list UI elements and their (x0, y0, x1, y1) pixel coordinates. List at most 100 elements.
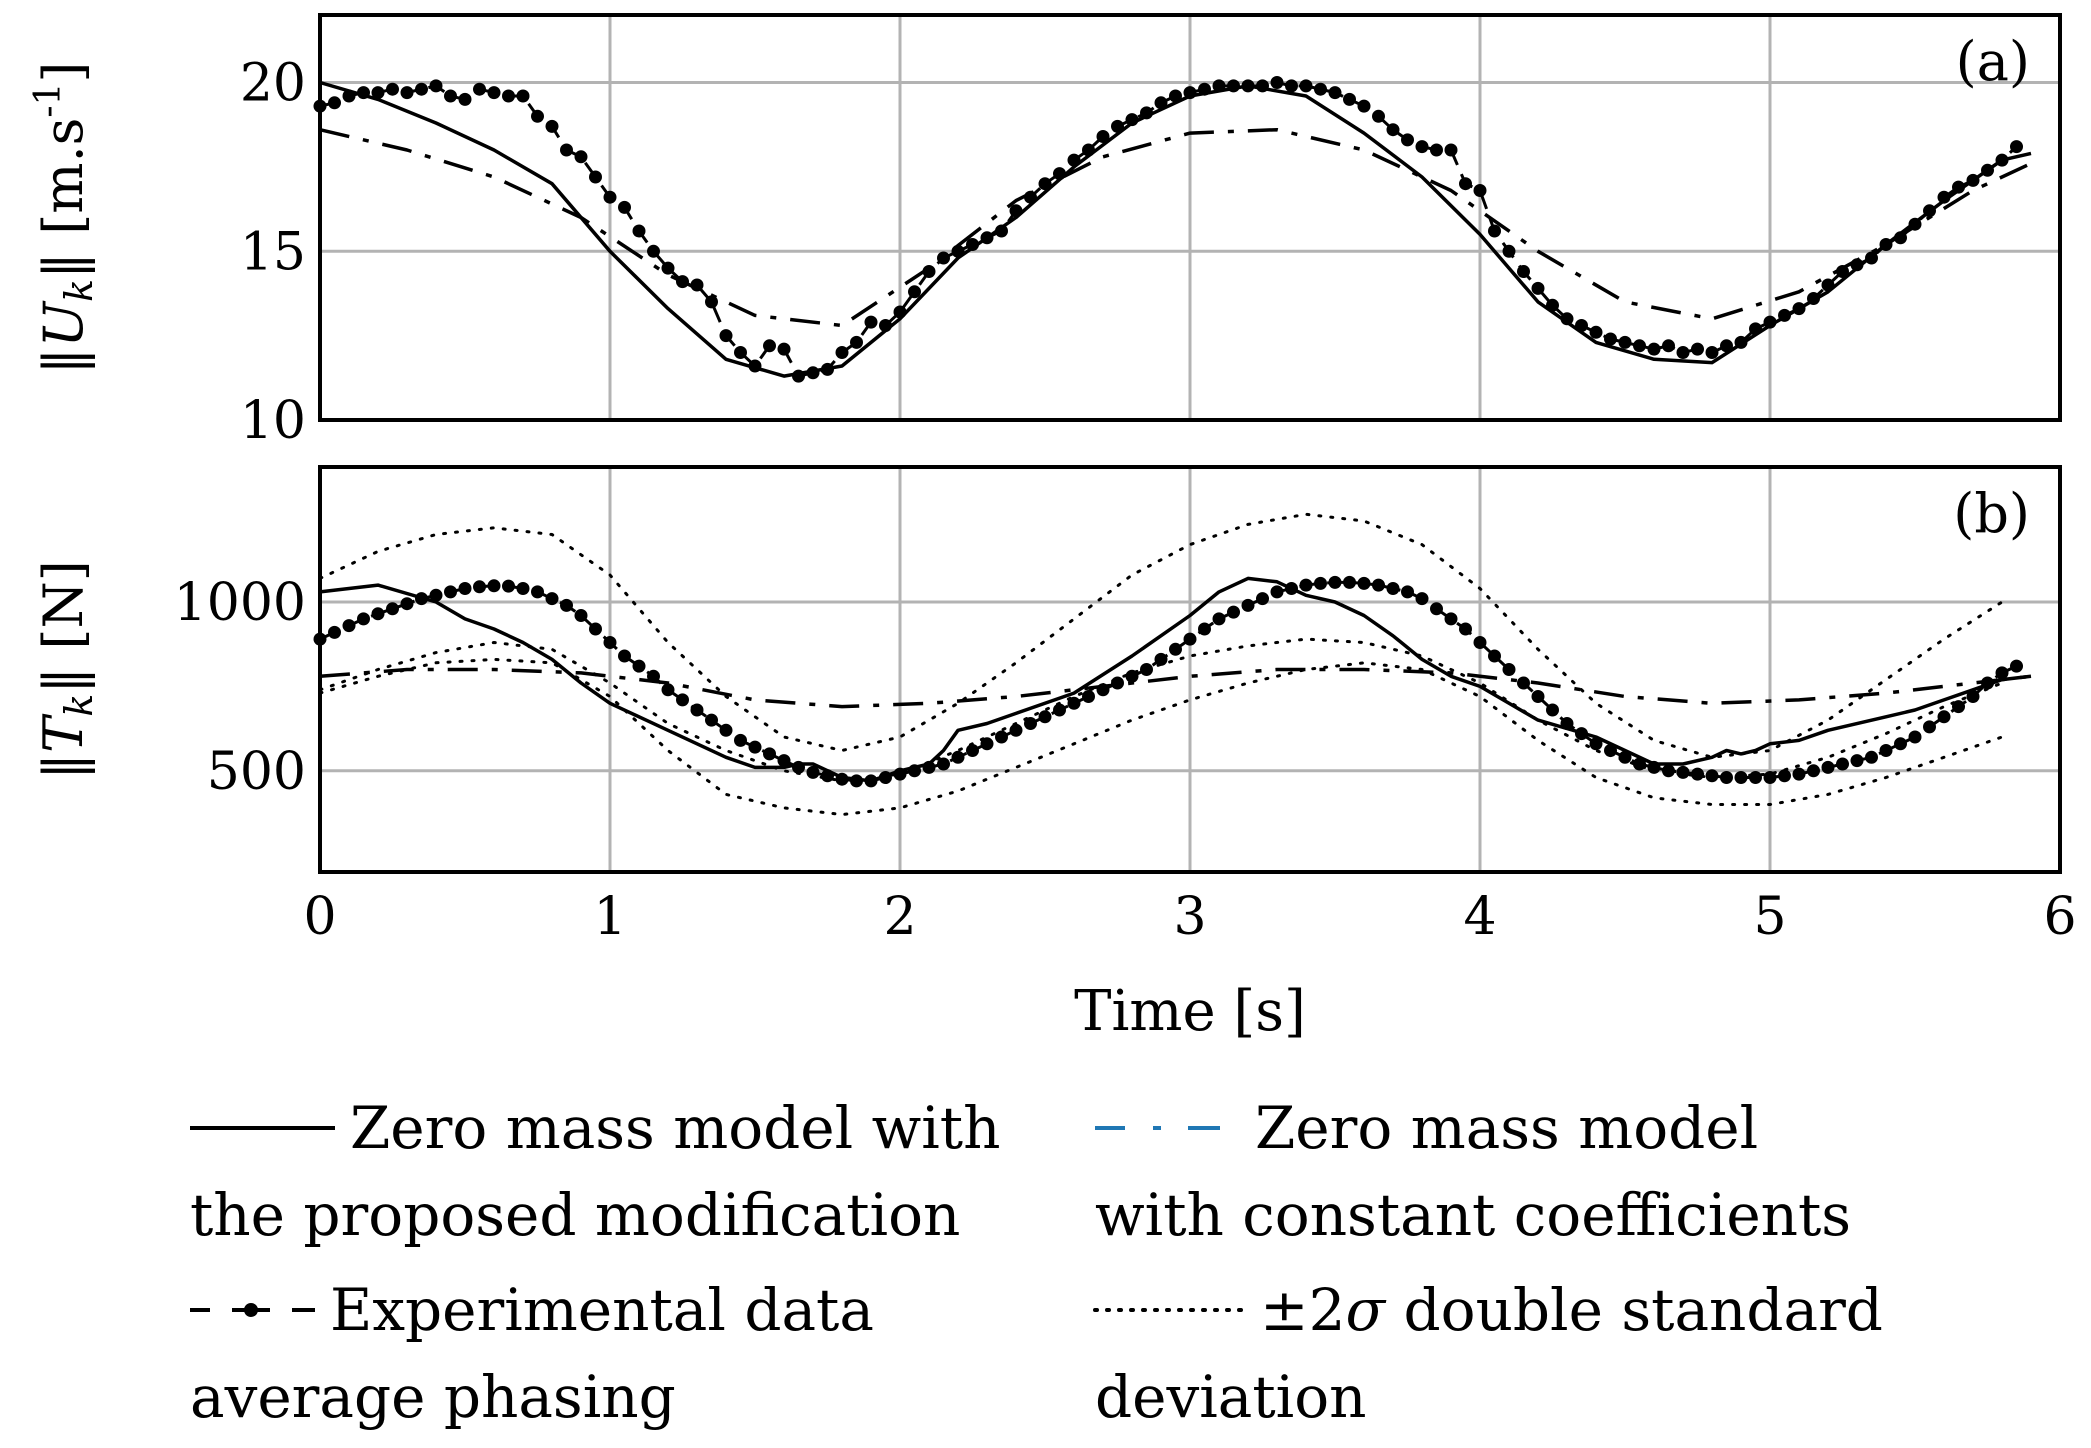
point-b-45 (966, 744, 979, 757)
point-a-64 (1241, 79, 1255, 93)
point-b-103 (1807, 764, 1820, 778)
point-b-73 (1372, 578, 1385, 592)
point-a-32 (777, 342, 791, 356)
point-b-37 (850, 774, 863, 788)
point-b-66 (1270, 585, 1284, 599)
point-a-35 (821, 362, 834, 376)
ytick-label-a-10: 10 (240, 391, 306, 451)
point-b-32 (777, 754, 791, 768)
legend-entry-4-sigma: σ (1346, 1276, 1387, 1344)
point-a-5 (386, 82, 399, 96)
point-b-3 (357, 612, 370, 626)
point-a-81 (1488, 224, 1501, 238)
point-a-112 (1937, 190, 1951, 204)
series-b-1 (319, 667, 2032, 709)
point-a-94 (1676, 346, 1690, 359)
point-a-82 (1502, 244, 1516, 258)
point-b-76 (1415, 592, 1429, 606)
point-a-62 (1212, 79, 1226, 93)
point-a-50 (1038, 177, 1052, 191)
point-a-48 (1009, 204, 1023, 218)
point-b-13 (502, 579, 515, 593)
legend-text: Zero mass model with the proposed modifi… (190, 1094, 1883, 1431)
point-a-7 (415, 82, 428, 96)
point-a-77 (1430, 143, 1443, 157)
point-b-81 (1488, 649, 1501, 663)
point-b-68 (1299, 578, 1313, 592)
point-a-34 (806, 366, 820, 380)
point-b-67 (1285, 582, 1298, 595)
point-a-105 (1836, 265, 1849, 278)
point-a-75 (1401, 133, 1414, 147)
point-b-79 (1459, 622, 1472, 636)
point-b-110 (1908, 730, 1922, 744)
point-b-99 (1749, 771, 1762, 784)
axes-frame-b (318, 465, 2062, 874)
point-b-62 (1212, 612, 1226, 626)
point-b-15 (531, 585, 544, 599)
point-a-113 (1952, 180, 1965, 194)
point-b-9 (444, 585, 457, 599)
series-a-0 (319, 80, 2032, 378)
point-a-66 (1270, 76, 1284, 89)
ylabel-b-bar1: ‖ (32, 753, 95, 780)
point-a-54 (1096, 130, 1110, 143)
point-a-83 (1517, 265, 1530, 278)
point-a-30 (748, 359, 762, 373)
point-a-38 (864, 315, 878, 329)
point-b-98 (1734, 771, 1748, 784)
series-b-3 (318, 512, 2004, 759)
point-a-12 (487, 86, 501, 100)
point-a-13 (502, 89, 515, 103)
point-a-100 (1763, 315, 1777, 329)
point-a-31 (763, 339, 776, 353)
point-a-108 (1879, 238, 1893, 251)
point-b-26 (690, 703, 704, 717)
point-a-59 (1169, 89, 1182, 103)
point-a-26 (690, 278, 704, 292)
point-a-39 (879, 319, 892, 332)
ylabel-b-bar2: ‖ [N] (32, 560, 95, 694)
point-b-95 (1691, 767, 1704, 781)
point-b-19 (589, 622, 602, 636)
point-a-115 (1981, 163, 1994, 177)
legend-entry-1-line2: the proposed modification (190, 1181, 960, 1249)
point-b-25 (676, 693, 689, 707)
x-tick-labels: 0 1 2 3 4 5 6 (303, 887, 2076, 947)
point-b-113 (1952, 700, 1965, 714)
point-b-85 (1546, 703, 1559, 717)
point-a-24 (661, 261, 675, 275)
point-a-36 (835, 346, 849, 359)
point-a-43 (937, 251, 950, 265)
point-a-91 (1633, 339, 1646, 353)
legend-entry-1-line1: Zero mass model with (350, 1094, 1000, 1162)
point-b-93 (1662, 764, 1675, 778)
point-b-64 (1241, 598, 1255, 612)
point-a-116 (1995, 153, 2009, 167)
point-b-46 (980, 737, 994, 751)
point-b-28 (719, 723, 733, 737)
point-a-76 (1415, 140, 1429, 154)
point-b-6 (400, 597, 414, 611)
point-b-117 (2010, 659, 2023, 673)
point-b-75 (1401, 585, 1414, 599)
point-a-106 (1850, 258, 1864, 272)
point-a-110 (1908, 217, 1922, 231)
point-b-22 (632, 659, 646, 673)
point-a-55 (1111, 119, 1124, 133)
legend-entry-4-pm: ±2 (1260, 1276, 1346, 1344)
point-b-1 (328, 625, 341, 639)
ylabel-a-end: ] (32, 61, 95, 82)
point-b-108 (1879, 744, 1893, 757)
point-b-78 (1444, 612, 1458, 626)
point-a-41 (908, 285, 921, 299)
point-a-80 (1473, 184, 1487, 197)
point-b-27 (705, 713, 718, 727)
point-a-15 (531, 109, 544, 123)
point-b-35 (821, 769, 834, 783)
point-b-82 (1502, 663, 1516, 676)
point-b-16 (545, 592, 559, 606)
point-a-47 (995, 224, 1008, 238)
point-b-65 (1256, 592, 1269, 606)
